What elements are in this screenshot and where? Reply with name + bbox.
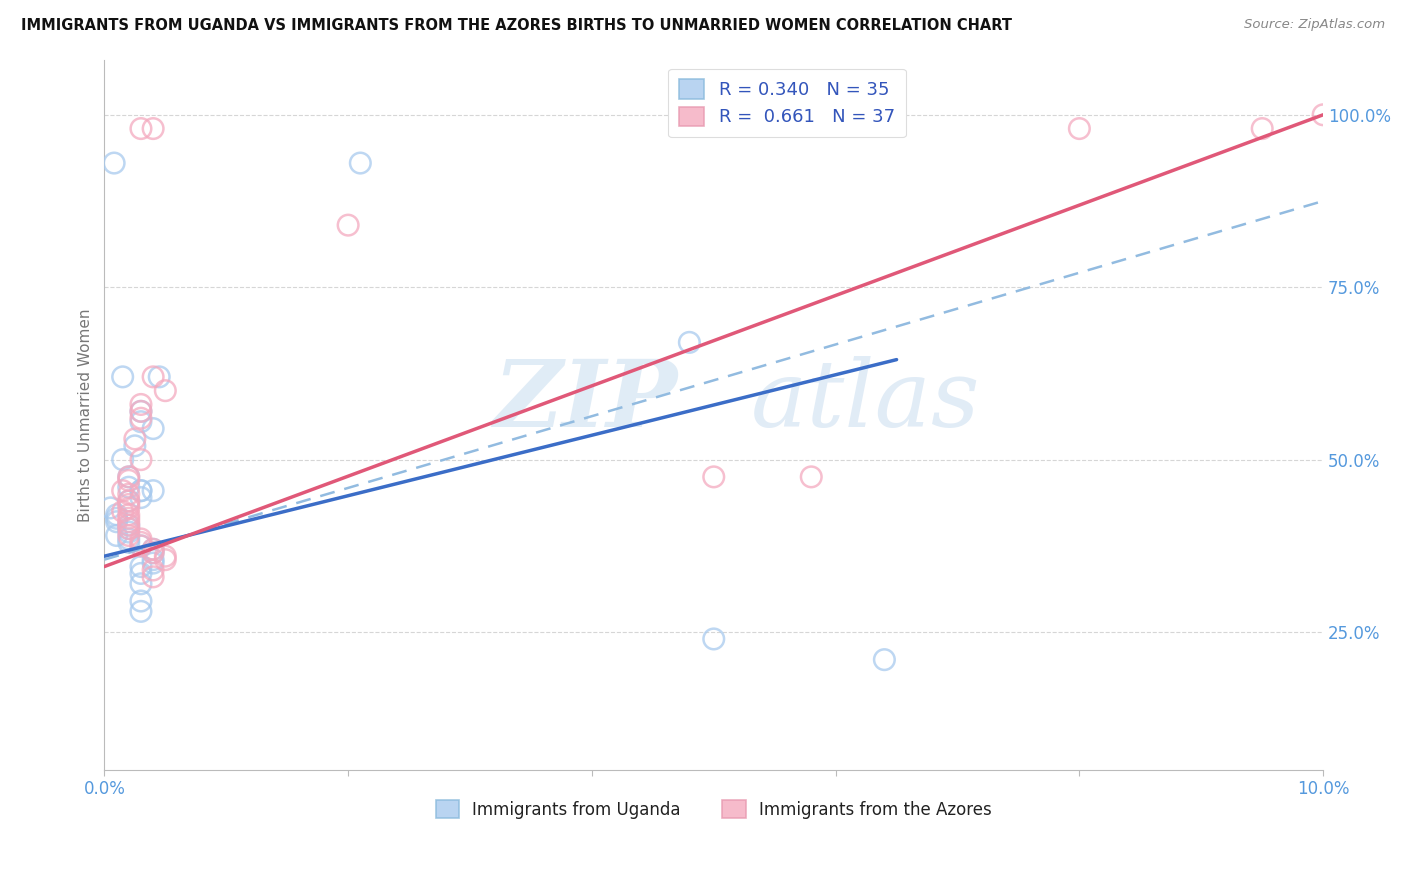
Y-axis label: Births to Unmarried Women: Births to Unmarried Women [79,308,93,522]
Point [118,508,141,522]
Point [142,563,165,577]
Point [142,542,165,557]
Point [129,539,152,553]
Point [142,483,165,498]
Point [129,559,152,574]
Point [118,470,141,484]
Point [873,653,896,667]
Point [111,369,134,384]
Point [118,470,141,484]
Point [155,549,177,564]
Point [129,121,152,136]
Point [349,156,371,170]
Point [142,546,165,560]
Point [142,421,165,435]
Point [111,452,134,467]
Point [1251,121,1274,136]
Text: Source: ZipAtlas.com: Source: ZipAtlas.com [1244,18,1385,31]
Text: ZIP: ZIP [494,356,678,446]
Point [800,470,823,484]
Legend: Immigrants from Uganda, Immigrants from the Azores: Immigrants from Uganda, Immigrants from … [429,794,998,826]
Point [129,566,152,581]
Point [118,500,141,515]
Point [118,473,141,487]
Point [1312,108,1334,122]
Point [100,500,122,515]
Point [124,432,146,446]
Point [118,522,141,536]
Point [118,487,141,501]
Point [129,404,152,418]
Point [142,552,165,566]
Point [142,369,165,384]
Point [105,511,128,525]
Point [118,515,141,529]
Text: atlas: atlas [751,356,980,446]
Point [129,539,152,553]
Point [118,535,141,549]
Point [142,570,165,584]
Point [142,546,165,560]
Point [103,156,125,170]
Point [142,542,165,557]
Point [129,604,152,618]
Point [142,121,165,136]
Point [129,483,152,498]
Point [118,494,141,508]
Point [129,535,152,549]
Point [111,483,134,498]
Text: IMMIGRANTS FROM UGANDA VS IMMIGRANTS FROM THE AZORES BIRTHS TO UNMARRIED WOMEN C: IMMIGRANTS FROM UGANDA VS IMMIGRANTS FRO… [21,18,1012,33]
Point [129,452,152,467]
Point [118,524,141,539]
Point [118,528,141,542]
Point [105,515,128,529]
Point [118,522,141,536]
Point [118,518,141,533]
Point [129,397,152,411]
Point [129,483,152,498]
Point [129,404,152,418]
Point [678,335,700,350]
Point [118,494,141,508]
Point [118,511,141,525]
Point [105,508,128,522]
Point [1069,121,1091,136]
Point [148,369,170,384]
Point [129,532,152,546]
Point [129,411,152,425]
Point [129,415,152,429]
Point [111,504,134,518]
Point [142,556,165,570]
Point [703,632,725,646]
Point [129,594,152,608]
Point [155,384,177,398]
Point [118,518,141,533]
Point [124,439,146,453]
Point [129,576,152,591]
Point [703,470,725,484]
Point [129,491,152,505]
Point [155,552,177,566]
Point [105,528,128,542]
Point [337,218,360,232]
Point [118,498,141,512]
Point [118,480,141,494]
Point [118,532,141,546]
